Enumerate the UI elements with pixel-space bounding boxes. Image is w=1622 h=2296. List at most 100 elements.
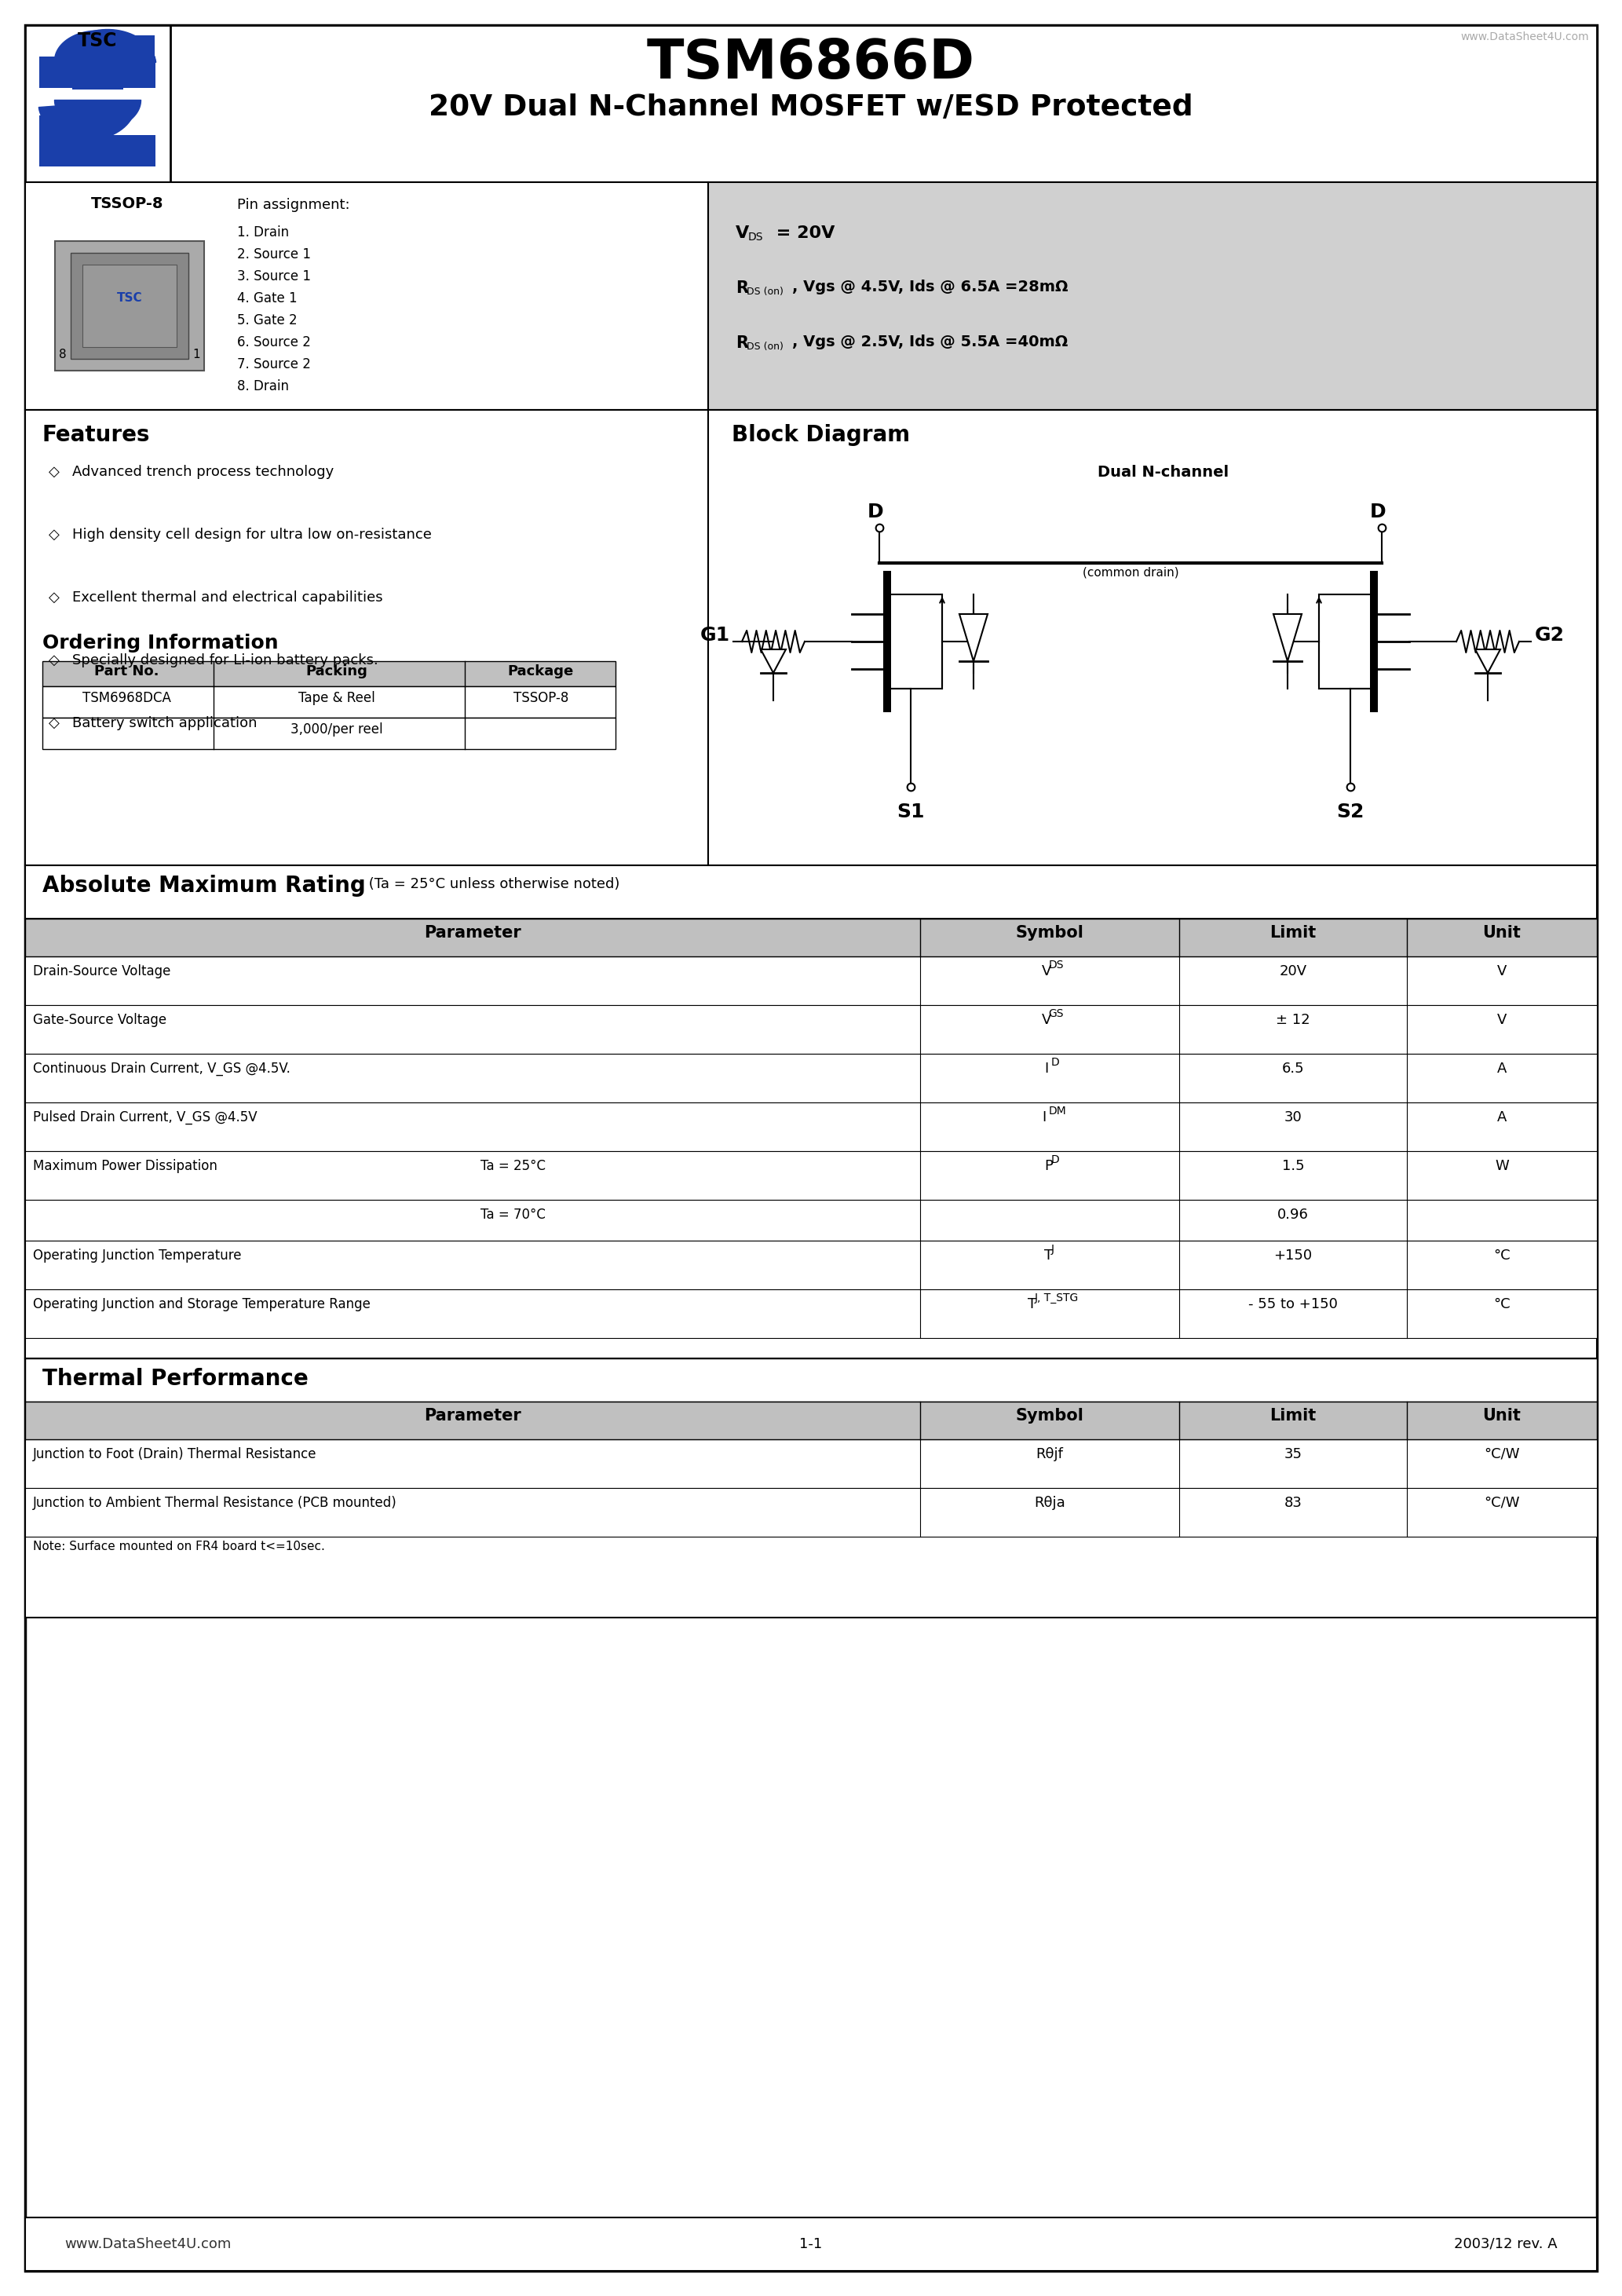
Text: 2003/12 rev. A: 2003/12 rev. A (1455, 2236, 1557, 2252)
Text: DS (on): DS (on) (746, 287, 783, 296)
Polygon shape (39, 106, 136, 140)
Text: Limit: Limit (1270, 1407, 1317, 1424)
Bar (83, 264, 177, 347)
Text: Junction to Ambient Thermal Resistance (PCB mounted): Junction to Ambient Thermal Resistance (… (32, 1497, 397, 1511)
Text: (Ta = 25°C unless otherwise noted): (Ta = 25°C unless otherwise noted) (365, 877, 620, 891)
Bar (24, 1240, 1598, 1290)
Text: Ordering Information: Ordering Information (42, 634, 279, 652)
Text: Excellent thermal and electrical capabilities: Excellent thermal and electrical capabil… (73, 590, 383, 604)
Bar (24, 1102, 1598, 1150)
Text: Package: Package (508, 664, 574, 677)
Text: 20V: 20V (1280, 964, 1307, 978)
Text: Drain-Source Voltage: Drain-Source Voltage (32, 964, 170, 978)
Text: Battery switch application: Battery switch application (73, 716, 258, 730)
Bar (24, 411, 709, 866)
Text: Specially designed for Li-ion battery packs.: Specially designed for Li-ion battery pa… (73, 654, 378, 668)
Text: 1-1: 1-1 (800, 2236, 822, 2252)
Text: J, T_STG: J, T_STG (1035, 1293, 1079, 1304)
Text: = 20V: = 20V (770, 225, 835, 241)
Text: 6. Source 2: 6. Source 2 (237, 335, 311, 349)
Text: G1: G1 (701, 627, 730, 645)
Text: Unit: Unit (1483, 925, 1521, 941)
Bar (42, 687, 615, 719)
Text: D: D (1371, 503, 1387, 521)
Bar (24, 957, 1598, 1006)
Bar (1371, 572, 1377, 712)
Bar (24, 1054, 1598, 1102)
Text: 83: 83 (1285, 1497, 1302, 1511)
Text: 3. Source 1: 3. Source 1 (237, 269, 311, 282)
Text: V: V (1497, 964, 1507, 978)
Text: www.DataSheet4U.com: www.DataSheet4U.com (65, 2236, 230, 2252)
Text: Limit: Limit (1270, 925, 1317, 941)
Text: 35: 35 (1285, 1446, 1302, 1460)
Text: Rθjf: Rθjf (1036, 1446, 1064, 1460)
Bar (71, 253, 188, 358)
Text: V: V (1041, 964, 1051, 978)
Text: Packing: Packing (307, 664, 368, 677)
Bar (39, 115, 86, 135)
Bar (55, 241, 204, 370)
Text: Features: Features (42, 425, 151, 445)
Text: °C: °C (1494, 1297, 1510, 1311)
Text: Rθja: Rθja (1035, 1497, 1066, 1511)
Text: Parameter: Parameter (423, 1407, 521, 1424)
Text: R: R (736, 335, 748, 351)
Text: 3,000/per reel: 3,000/per reel (290, 723, 383, 737)
Text: Symbol: Symbol (1015, 925, 1083, 941)
Text: ◇: ◇ (49, 528, 60, 542)
Text: 0.96: 0.96 (1278, 1208, 1309, 1221)
Text: Note: Surface mounted on FR4 board t<=10sec.: Note: Surface mounted on FR4 board t<=10… (32, 1541, 324, 1552)
Text: D: D (1051, 1056, 1059, 1068)
Polygon shape (761, 650, 787, 673)
Text: D: D (868, 503, 884, 521)
Text: P: P (1045, 1159, 1053, 1173)
Text: Dual N-channel: Dual N-channel (1098, 464, 1229, 480)
Text: DS: DS (1048, 960, 1064, 971)
Text: °C/W: °C/W (1484, 1497, 1520, 1511)
Text: Tape & Reel: Tape & Reel (298, 691, 375, 705)
Text: T: T (1027, 1297, 1036, 1311)
Text: Advanced trench process technology: Advanced trench process technology (73, 464, 334, 480)
Text: TSC: TSC (78, 32, 117, 51)
Text: Absolute Maximum Rating: Absolute Maximum Rating (42, 875, 365, 898)
Bar (24, 1401, 1598, 1440)
Bar (24, 25, 170, 181)
Text: Ta = 70°C: Ta = 70°C (480, 1208, 545, 1221)
Text: A: A (1497, 1061, 1507, 1077)
Bar (24, 1290, 1598, 1339)
Text: Operating Junction and Storage Temperature Range: Operating Junction and Storage Temperatu… (32, 1297, 370, 1311)
Bar (709, 411, 1598, 866)
Bar (39, 57, 156, 87)
Text: 2. Source 1: 2. Source 1 (237, 248, 311, 262)
Text: 30: 30 (1285, 1111, 1302, 1125)
Text: Block Diagram: Block Diagram (732, 425, 910, 445)
Bar (709, 181, 1598, 411)
Text: TSM6968DCA: TSM6968DCA (83, 691, 170, 705)
Bar (42, 661, 615, 687)
Text: R: R (736, 280, 748, 296)
Text: TSSOP-8: TSSOP-8 (91, 195, 164, 211)
Text: +150: +150 (1273, 1249, 1312, 1263)
Text: °C/W: °C/W (1484, 1446, 1520, 1460)
Text: ± 12: ± 12 (1277, 1013, 1311, 1026)
Bar (24, 1488, 1598, 1536)
Text: Thermal Performance: Thermal Performance (42, 1368, 308, 1389)
Bar (24, 25, 1598, 181)
Text: DS (on): DS (on) (746, 342, 783, 351)
Text: , Vgs @ 2.5V, Ids @ 5.5A =40mΩ: , Vgs @ 2.5V, Ids @ 5.5A =40mΩ (792, 335, 1067, 349)
Text: , Vgs @ 4.5V, Ids @ 6.5A =28mΩ: , Vgs @ 4.5V, Ids @ 6.5A =28mΩ (792, 280, 1069, 294)
Text: V: V (1497, 1013, 1507, 1026)
Text: V: V (1041, 1013, 1051, 1026)
Bar (884, 572, 890, 712)
Text: Continuous Drain Current, V_GS @4.5V.: Continuous Drain Current, V_GS @4.5V. (32, 1061, 290, 1077)
Text: 8: 8 (58, 349, 67, 360)
Text: Parameter: Parameter (423, 925, 521, 941)
Bar (24, 181, 709, 411)
Text: V: V (736, 225, 749, 241)
Bar (24, 918, 1598, 1359)
Polygon shape (1273, 613, 1302, 661)
Text: www.DataSheet4U.com: www.DataSheet4U.com (1460, 32, 1590, 41)
Text: Symbol: Symbol (1015, 1407, 1083, 1424)
Bar (24, 1440, 1598, 1488)
